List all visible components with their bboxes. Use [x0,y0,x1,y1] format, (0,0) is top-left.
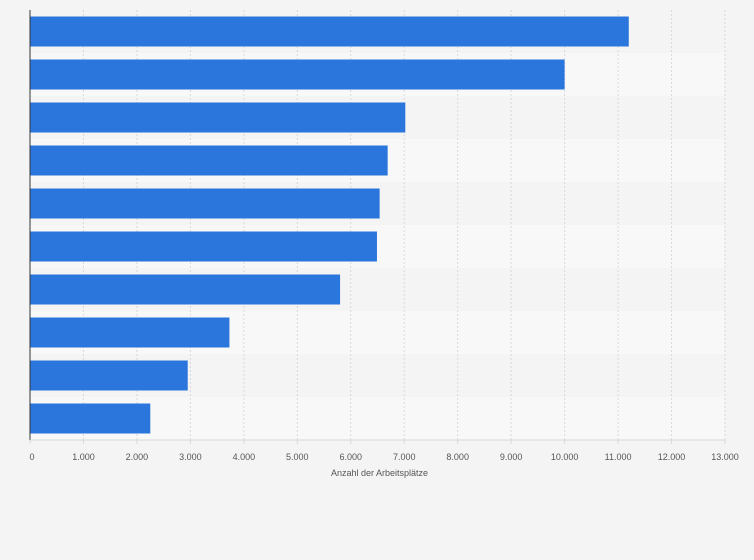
bar [30,231,377,262]
x-tick-label: 10.000 [551,452,579,462]
x-tick-label: 3.000 [179,452,202,462]
x-tick-label: 13.000 [711,452,739,462]
x-tick-label: 8.000 [446,452,469,462]
bar [30,403,151,434]
bar [30,145,388,176]
bar [30,102,406,133]
x-tick-label: 2.000 [126,452,149,462]
x-tick-label: 0 [29,452,34,462]
x-tick-label: 9.000 [500,452,523,462]
bars [30,16,629,434]
x-tick-label: 12.000 [658,452,686,462]
bar [30,274,341,305]
x-tick-label: 5.000 [286,452,309,462]
bar [30,360,188,391]
bar [30,16,629,47]
bar [30,317,230,348]
x-tick-label: 4.000 [233,452,256,462]
x-tick-labels: 0 1.000 2.000 3.000 4.000 5.000 6.000 7.000 8.00… [29,440,739,462]
x-tick-label: 1.000 [72,452,95,462]
x-axis-title: Anzahl der Arbeitsplätze [331,468,428,478]
x-tick-label: 11.000 [605,452,632,462]
x-tick-label: 6.000 [340,452,363,462]
bar [30,188,380,219]
bar [30,59,565,90]
x-tick-label: 7.000 [393,452,416,462]
